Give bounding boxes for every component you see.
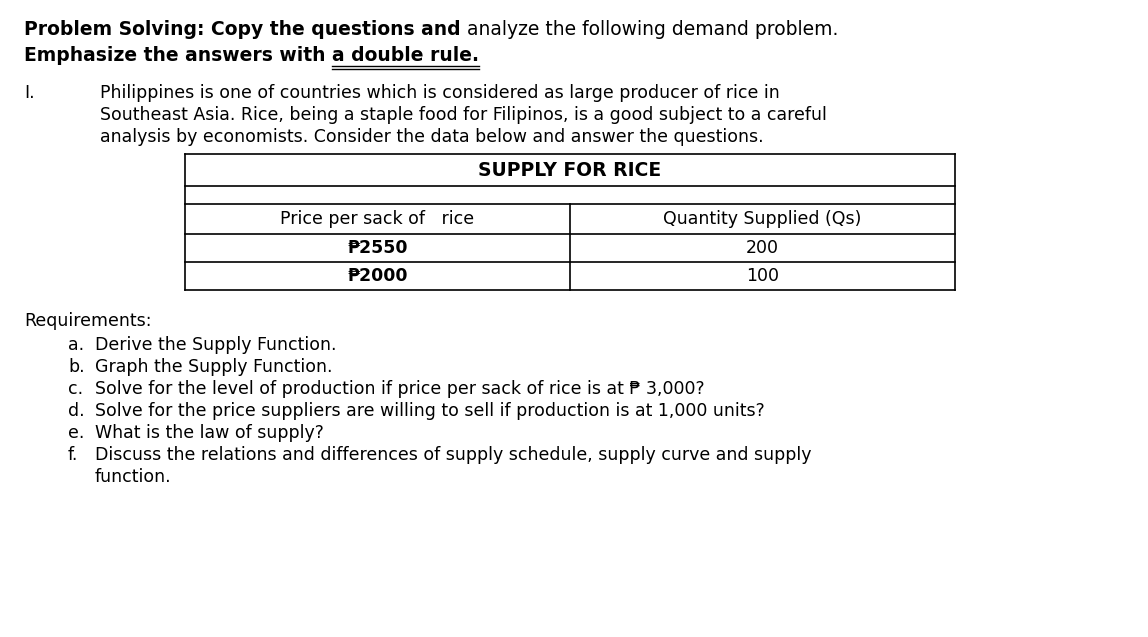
Text: Emphasize the answers with: Emphasize the answers with: [24, 46, 332, 65]
Text: d.: d.: [68, 402, 85, 420]
Text: a double rule.: a double rule.: [332, 46, 479, 65]
Text: I.: I.: [24, 84, 34, 102]
Text: Price per sack of   rice: Price per sack of rice: [280, 210, 474, 228]
Text: 100: 100: [746, 267, 779, 285]
Text: e.: e.: [68, 424, 84, 442]
Text: SUPPLY FOR RICE: SUPPLY FOR RICE: [479, 161, 661, 180]
Text: Problem Solving: Copy the questions and: Problem Solving: Copy the questions and: [24, 20, 460, 39]
Text: Discuss the relations and differences of supply schedule, supply curve and suppl: Discuss the relations and differences of…: [95, 446, 812, 464]
Text: ₱2000: ₱2000: [347, 267, 408, 285]
Text: ₱2550: ₱2550: [347, 239, 408, 257]
Text: f.: f.: [68, 446, 78, 464]
Text: Solve for the price suppliers are willing to sell if production is at 1,000 unit: Solve for the price suppliers are willin…: [95, 402, 765, 420]
Text: function.: function.: [95, 468, 171, 486]
Text: analysis by economists. Consider the data below and answer the questions.: analysis by economists. Consider the dat…: [100, 128, 763, 146]
Text: What is the law of supply?: What is the law of supply?: [95, 424, 324, 442]
Text: Southeast Asia. Rice, being a staple food for Filipinos, is a good subject to a : Southeast Asia. Rice, being a staple foo…: [100, 106, 827, 124]
Text: c.: c.: [68, 380, 83, 398]
Text: Requirements:: Requirements:: [24, 312, 152, 330]
Text: a.: a.: [68, 336, 84, 354]
Text: Graph the Supply Function.: Graph the Supply Function.: [95, 358, 333, 376]
Text: Quantity Supplied (Qs): Quantity Supplied (Qs): [664, 210, 862, 228]
Text: Derive the Supply Function.: Derive the Supply Function.: [95, 336, 336, 354]
Text: Philippines is one of countries which is considered as large producer of rice in: Philippines is one of countries which is…: [100, 84, 779, 102]
Text: analyze the following demand problem.: analyze the following demand problem.: [460, 20, 838, 39]
Text: b.: b.: [68, 358, 85, 376]
Text: Solve for the level of production if price per sack of rice is at ₱ 3,000?: Solve for the level of production if pri…: [95, 380, 705, 398]
Text: 200: 200: [746, 239, 779, 257]
